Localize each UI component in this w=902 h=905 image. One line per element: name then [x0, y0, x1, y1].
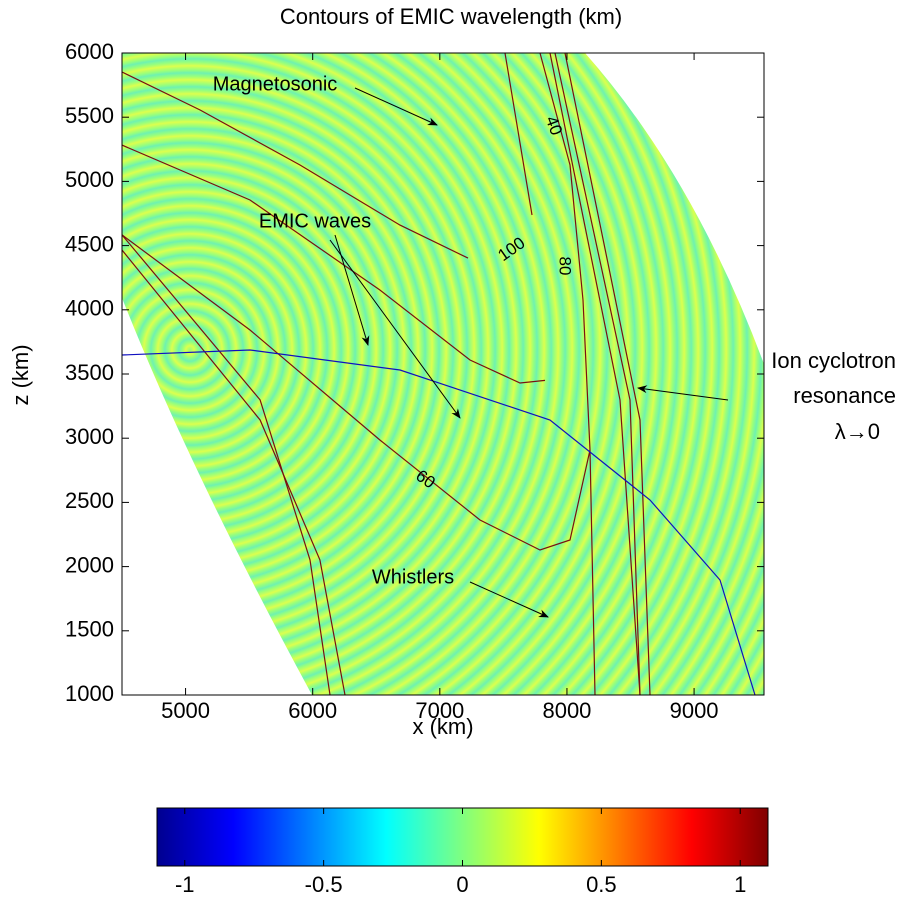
x-tick-label: 7000: [415, 698, 464, 723]
contour-line: [122, 349, 756, 695]
contour-label: 80: [556, 257, 575, 276]
contour-line: [504, 53, 533, 216]
y-tick-label: 4500: [65, 231, 114, 256]
wave-field: [122, 53, 764, 695]
annotation: Magnetosonic: [213, 73, 338, 95]
contour-line: [122, 234, 331, 695]
contour-line: [564, 53, 651, 695]
annotation-arrow: [334, 234, 370, 346]
y-tick-label: 1000: [65, 681, 114, 706]
contour-line: [122, 234, 591, 551]
y-tick-label: 2000: [65, 552, 114, 577]
y-axis-label: z (km): [8, 344, 33, 405]
colorbar-tick-label: -1: [175, 872, 195, 897]
colorbar-tick-label: 0: [456, 872, 468, 897]
field: [122, 53, 764, 695]
colorbar: [156, 807, 769, 867]
x-tick-label: 5000: [161, 698, 210, 723]
annotation-arrow: [354, 87, 438, 126]
y-tick-label: 3500: [65, 360, 114, 385]
y-tick-label: 5500: [65, 103, 114, 128]
contour-line: [122, 249, 346, 695]
annotation: EMIC waves: [259, 210, 371, 232]
contour-line: [122, 144, 546, 384]
colorbar-tick-label: 1: [734, 872, 746, 897]
y-tick-label: 3000: [65, 424, 114, 449]
annotation-arrow: [469, 581, 549, 618]
y-tick-label: 1500: [65, 617, 114, 642]
annotation-arrow: [329, 239, 461, 419]
annotation: resonance: [793, 383, 896, 408]
chart-title: Contours of EMIC wavelength (km): [280, 4, 622, 29]
y-tick-label: 5000: [65, 167, 114, 192]
x-tick-label: 6000: [288, 698, 337, 723]
annotation: λ→0: [835, 419, 880, 444]
annotation: Whistlers: [372, 566, 454, 588]
x-tick-label: 9000: [670, 698, 719, 723]
contour-line: [549, 53, 641, 695]
y-tick-label: 6000: [65, 39, 114, 64]
contour-line: [554, 53, 641, 695]
colorbar-tick-label: 0.5: [586, 872, 617, 897]
colorbar-tick-label: -0.5: [305, 872, 343, 897]
contour-line: [122, 71, 469, 259]
x-tick-label: 8000: [542, 698, 591, 723]
contour-line: [539, 53, 596, 695]
annotation: Ion cyclotron: [771, 348, 896, 373]
y-tick-label: 4000: [65, 296, 114, 321]
x-axis-label: x (km): [412, 714, 473, 739]
y-tick-label: 2500: [65, 488, 114, 513]
annotation-arrow: [637, 385, 729, 401]
